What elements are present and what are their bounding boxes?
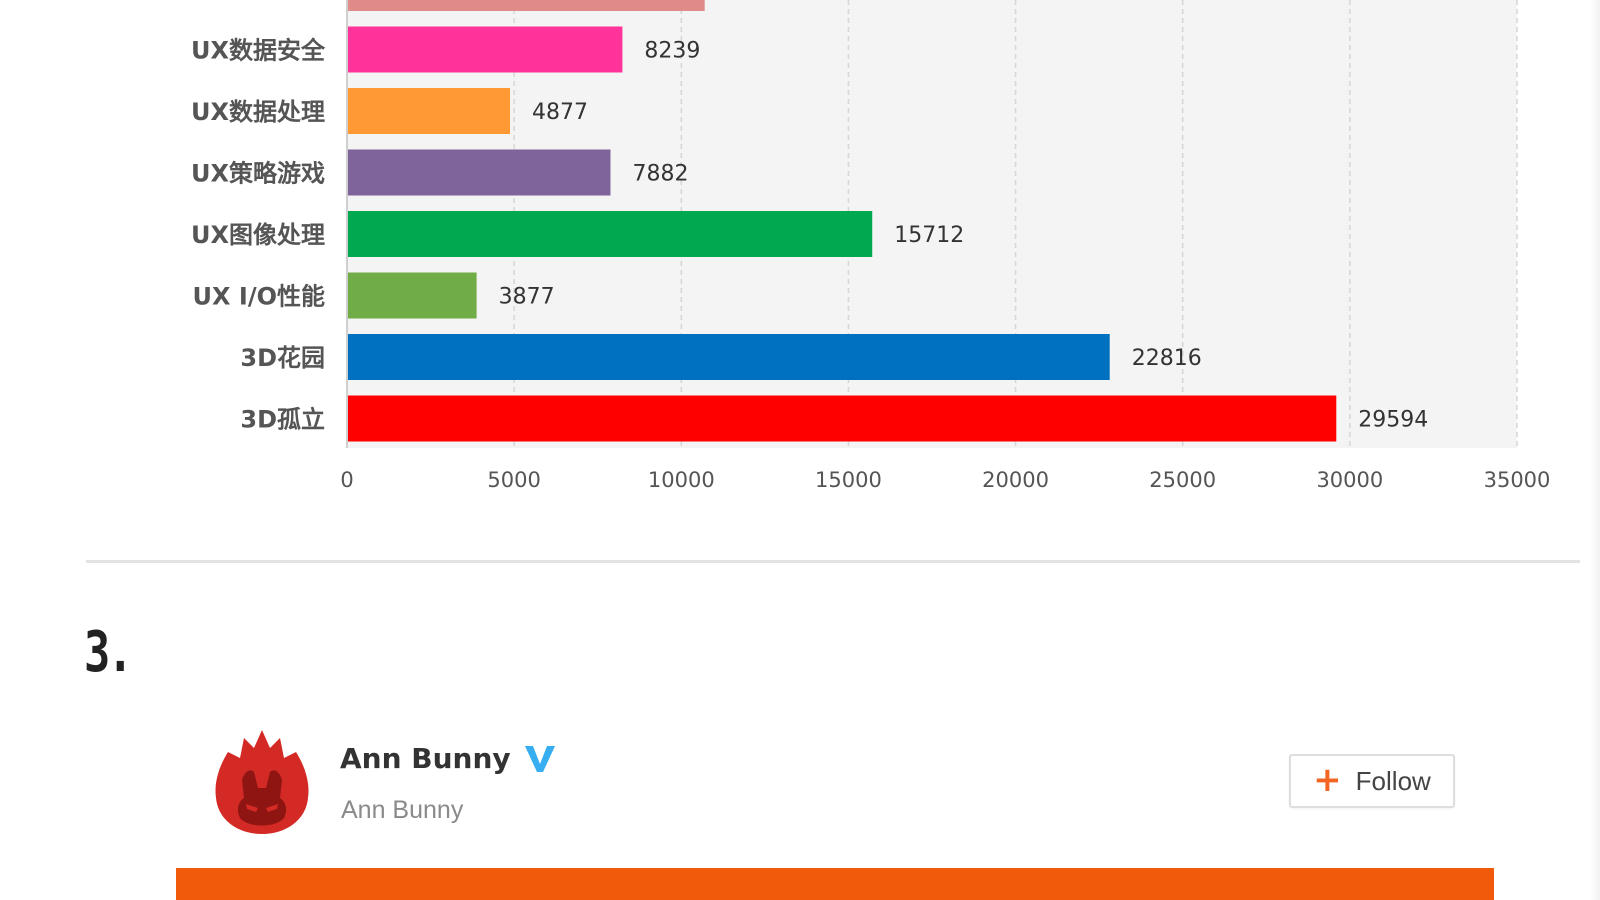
benchmark-bar-chart: UX数据安全 UX数据处理 UX策略游戏 UX图像处理 UX I/O性能 3D花园 3D孤立… [191, 0, 1550, 492]
category-label: UX数据处理 [191, 98, 325, 126]
chart-category-labels: UX数据安全 UX数据处理 UX策略游戏 UX图像处理 UX I/O性能 3D花园 3D孤立 [191, 37, 326, 434]
follow-button[interactable]: + Follow [1289, 754, 1455, 808]
bar [348, 26, 623, 73]
tick-label: 5000 [487, 468, 540, 492]
tick-label: 20000 [982, 468, 1049, 492]
tick-label: 10000 [648, 468, 715, 492]
category-label: UX图像处理 [191, 221, 325, 249]
bar [348, 0, 705, 11]
tick-label: 0 [340, 468, 353, 492]
chart-value-labels: 8239 4877 7882 15712 3877 22816 29594 [499, 39, 1429, 433]
tick-label: 15000 [815, 468, 882, 492]
chart-tick-labels: 0 5000 10000 15000 20000 25000 30000 35000 [340, 468, 1550, 492]
category-label: UX策略游戏 [191, 160, 325, 188]
category-label: 3D花园 [240, 344, 325, 372]
chart-bars [348, 0, 1337, 442]
bar [348, 149, 611, 196]
avatar-flame-logo-icon[interactable] [214, 728, 310, 834]
category-label: UX I/O性能 [193, 283, 325, 311]
tick-label: 30000 [1316, 468, 1383, 492]
tick-label: 25000 [1149, 468, 1216, 492]
data-label: 15712 [894, 223, 964, 248]
data-label: 7882 [632, 162, 688, 187]
data-label: 8239 [644, 39, 700, 64]
bar [348, 272, 477, 319]
data-label: 4877 [532, 100, 588, 125]
category-label: UX数据安全 [191, 37, 326, 65]
bar [348, 395, 1337, 442]
bar [348, 211, 873, 257]
avatar-right-eye [266, 804, 278, 812]
author-name[interactable]: Ann Bunny [340, 742, 511, 775]
bar [348, 88, 511, 134]
plus-icon: + [1313, 759, 1342, 800]
verified-v-icon [525, 746, 555, 772]
orange-banner [176, 868, 1494, 900]
section-divider [86, 560, 1580, 563]
avatar-bunny-face [237, 770, 287, 826]
data-label: 3877 [499, 285, 555, 310]
avatar-left-eye [246, 804, 258, 812]
author-card: Ann Bunny Ann Bunny + Follow [200, 720, 1500, 840]
data-label: 22816 [1132, 346, 1202, 371]
bar [348, 334, 1110, 380]
follow-button-label: Follow [1355, 765, 1431, 796]
tick-label: 35000 [1484, 468, 1551, 492]
category-label: 3D孤立 [240, 406, 325, 434]
section-number: 3. [84, 620, 134, 685]
data-label: 29594 [1358, 408, 1428, 433]
page-edge-shadow [1590, 0, 1600, 900]
author-handle: Ann Bunny [341, 796, 464, 824]
